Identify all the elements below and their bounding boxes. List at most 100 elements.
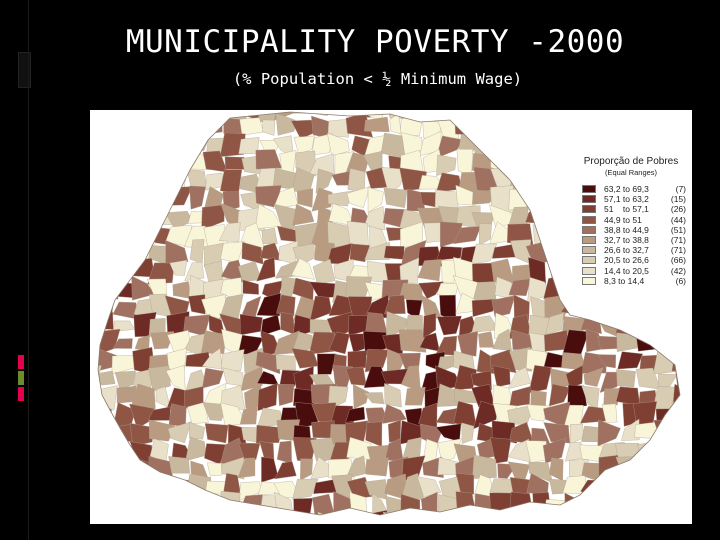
legend-range: 57,1 to 63,2: [604, 194, 649, 205]
municipality-cell: [152, 115, 172, 135]
municipality-cell: [616, 369, 636, 388]
municipality-cell: [672, 383, 680, 412]
municipality-cell: [147, 112, 169, 123]
legend-item: 20,5 to 26,6 (66): [576, 255, 686, 265]
municipality-cell: [291, 257, 315, 280]
municipality-cell: [148, 365, 171, 392]
legend-range: 20,5 to 26,6: [604, 255, 649, 266]
municipality-cell: [202, 113, 223, 135]
municipality-cell: [349, 243, 370, 263]
municipality-cell: [98, 112, 120, 120]
municipality-cell: [670, 424, 680, 438]
municipality-cell: [651, 135, 671, 156]
legend-item: 14,4 to 20,5 (42): [576, 266, 686, 276]
municipality-cell: [167, 330, 192, 353]
municipality-cell: [276, 440, 292, 464]
municipality-cell: [188, 294, 206, 315]
municipality-cell: [439, 112, 463, 122]
municipality-cell: [274, 461, 297, 480]
municipality-cell: [632, 134, 656, 155]
municipality-cell: [220, 349, 245, 372]
municipality-cell: [492, 112, 515, 120]
municipality-cell: [313, 112, 329, 117]
municipality-cell: [579, 112, 606, 118]
municipality-cell: [542, 437, 567, 464]
municipality-cell: [526, 115, 546, 134]
municipality-cell: [669, 509, 680, 515]
municipality-cell: [634, 511, 659, 515]
municipality-cell: [113, 512, 136, 515]
municipality-cell: [671, 112, 680, 116]
municipality-cell: [294, 222, 318, 247]
municipality-cell: [172, 281, 191, 299]
municipality-cell: [98, 187, 102, 208]
municipality-cell: [189, 239, 205, 265]
municipality-cell: [347, 350, 367, 370]
municipality-cell: [112, 228, 139, 247]
municipality-cell: [614, 478, 638, 499]
municipality-cell: [312, 258, 336, 285]
municipality-cell: [98, 420, 103, 444]
municipality-cell: [167, 118, 191, 133]
legend-item: 8,3 to 14,4 (6): [576, 276, 686, 286]
municipality-cell: [331, 171, 350, 186]
municipality-cell: [98, 133, 99, 155]
municipality-cell: [436, 154, 457, 176]
municipality-cell: [112, 191, 137, 213]
municipality-cell: [653, 386, 676, 412]
municipality-cell: [293, 135, 315, 155]
legend-count: (51): [670, 224, 686, 235]
municipality-cell: [473, 511, 498, 515]
municipality-cell: [98, 118, 102, 133]
municipality-cell: [185, 436, 207, 462]
municipality-cell: [364, 206, 386, 231]
legend-range: 63,2 to 69,3: [604, 184, 649, 195]
municipality-cell: [203, 112, 228, 121]
municipality-cell: [383, 188, 408, 209]
municipality-cell: [604, 116, 624, 141]
municipality-cell: [675, 491, 680, 512]
legend-count: (7): [675, 184, 686, 195]
municipality-cell: [545, 209, 570, 228]
municipality-cell: [454, 508, 480, 515]
legend-range: 32,7 to 38,8: [604, 235, 649, 246]
municipality-cell: [296, 188, 314, 208]
municipality-cell: [315, 168, 334, 194]
municipality-cell: [651, 477, 679, 501]
municipality-cell: [345, 112, 371, 118]
municipality-cell: [457, 112, 479, 120]
municipality-cell: [98, 477, 104, 497]
municipality-cell: [317, 353, 337, 375]
municipality-cell: [674, 459, 680, 482]
municipality-cell: [98, 509, 100, 515]
municipality-cell: [130, 112, 153, 118]
municipality-cell: [622, 112, 636, 121]
municipality-cell: [417, 476, 442, 498]
municipality-cell: [154, 494, 175, 515]
municipality-cell: [129, 422, 154, 447]
municipality-cell: [421, 510, 443, 515]
municipality-cell: [348, 512, 372, 515]
municipality-cell: [513, 294, 530, 322]
municipality-cell: [275, 354, 296, 371]
legend-item: 32,7 to 38,8 (71): [576, 235, 686, 245]
municipality-cell: [381, 167, 407, 196]
legend-range: 14,4 to 20,5: [604, 265, 649, 276]
municipality-cell: [189, 185, 206, 210]
municipality-cell: [98, 370, 116, 386]
municipality-cell: [616, 138, 641, 156]
municipality-cell: [436, 246, 463, 261]
municipality-cell: [98, 265, 116, 279]
municipality-cell: [98, 223, 115, 246]
municipality-cell: [114, 134, 136, 151]
municipality-cell: [292, 478, 319, 500]
municipality-cell: [382, 403, 407, 424]
municipality-cell: [165, 491, 193, 515]
municipality-cell: [417, 259, 442, 282]
municipality-cell: [544, 499, 565, 515]
legend-swatch: [582, 185, 596, 194]
municipality-cell: [637, 478, 657, 501]
municipality-cell: [472, 454, 497, 479]
municipality-cell: [671, 354, 680, 372]
state-outline: [97, 111, 681, 516]
